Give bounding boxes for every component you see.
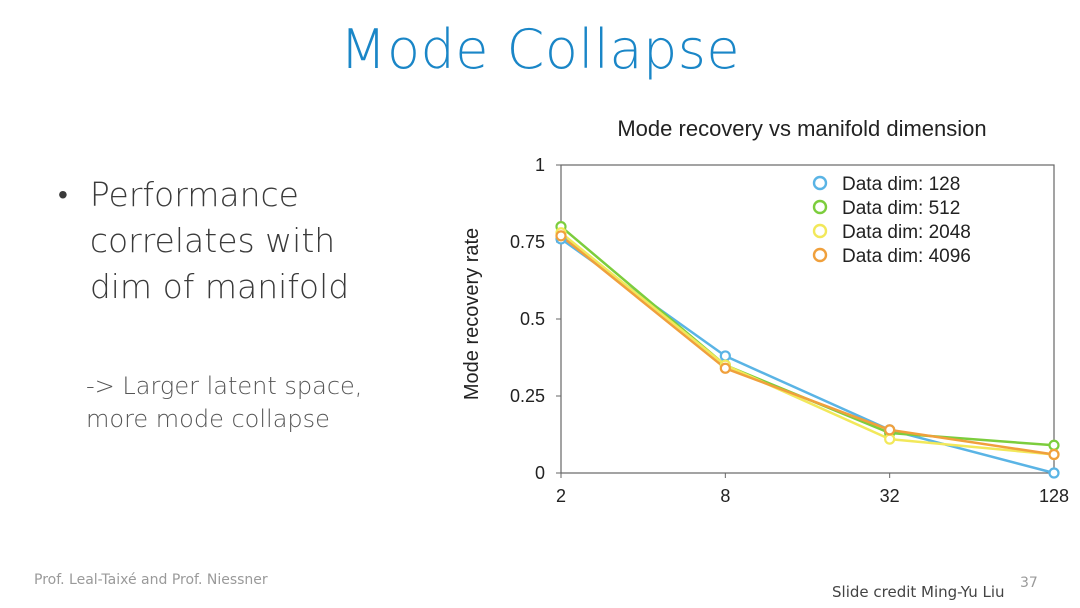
y-axis: 0 0.25 0.5 0.75 1: [510, 155, 561, 483]
bullet-line: correlates with: [89, 221, 336, 260]
legend-marker: [812, 175, 828, 191]
footer-authors: Prof. Leal-Taixé and Prof. Niessner: [34, 572, 268, 588]
note-line: more mode collapse: [86, 405, 330, 433]
data-point: [719, 362, 731, 374]
data-point: [555, 230, 567, 242]
data-point: [1048, 448, 1060, 461]
slide-credit: Slide credit Ming-Yu Liu: [832, 583, 1005, 601]
bullet-line: Performance: [89, 175, 299, 214]
bullet-text: Performance correlates with dim of manif…: [90, 172, 349, 310]
legend-label: Data dim: 512: [842, 198, 960, 219]
y-tick-label: 0.75: [510, 232, 545, 252]
data-point: [1048, 439, 1060, 451]
data-point: [884, 433, 896, 445]
data-point: [1048, 467, 1060, 479]
note-line: -> Larger latent space,: [86, 372, 363, 400]
slide-title: Mode Collapse: [339, 18, 741, 81]
legend-marker: [812, 223, 828, 239]
chart-title: Mode recovery vs manifold dimension: [617, 116, 986, 141]
bullet-dot-icon: •: [58, 178, 68, 211]
series-layer: [555, 220, 1060, 479]
legend-marker: [812, 247, 828, 263]
bullet-item: • Performance correlates with dim of man…: [58, 172, 418, 310]
plot-frame: [560, 164, 1055, 474]
x-tick-label: 32: [880, 486, 900, 506]
x-tick-label: 2: [556, 486, 566, 506]
y-tick-label: 0: [535, 463, 545, 483]
note-text: -> Larger latent space, more mode collap…: [86, 370, 362, 436]
y-tick-label: 1: [535, 155, 545, 175]
x-axis: 2 8 32 128: [556, 473, 1069, 506]
legend-marker: [812, 199, 828, 215]
x-tick-label: 128: [1039, 486, 1069, 506]
series-line: [560, 234, 1055, 456]
series-line: [560, 225, 1055, 447]
page-number: 37: [1020, 575, 1038, 591]
legend: Data dim: 128 Data dim: 512 Data dim: 2048…: [812, 174, 971, 267]
series-line: [560, 237, 1055, 475]
data-point: [884, 424, 896, 436]
legend-label: Data dim: 4096: [842, 246, 971, 267]
x-tick-label: 8: [720, 486, 730, 506]
y-tick-label: 0.5: [520, 309, 545, 329]
data-point: [719, 350, 731, 362]
legend-label: Data dim: 128: [842, 174, 960, 195]
series-line: [560, 231, 1055, 456]
bullet-line: dim of manifold: [89, 267, 350, 306]
y-tick-label: 0.25: [510, 386, 545, 406]
y-axis-label: Mode recovery rate: [461, 228, 483, 400]
legend-label: Data dim: 2048: [842, 222, 971, 243]
mode-recovery-chart: Mode recovery vs manifold dimension Mode…: [461, 116, 1069, 506]
